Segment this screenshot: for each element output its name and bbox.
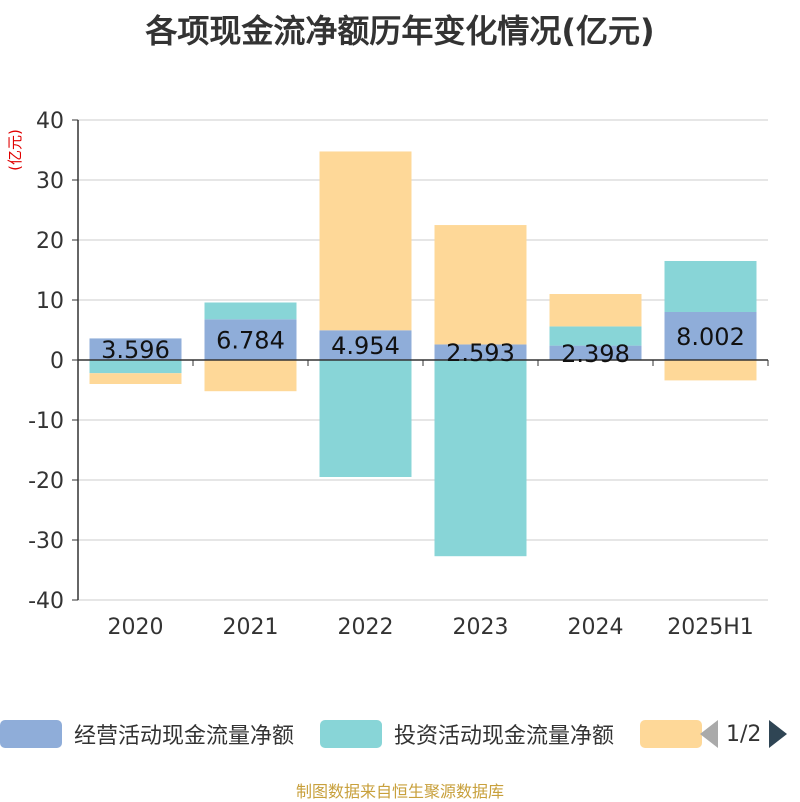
bar-financing-2022 [319, 151, 412, 331]
bar-operating-2024 [549, 345, 642, 360]
y-tick-label: -20 [28, 469, 64, 494]
x-tick-label: 2020 [108, 615, 164, 640]
bar-investing-2025H1 [664, 260, 757, 312]
data-label: 6.784 [216, 327, 285, 355]
bar-operating-2021 [204, 319, 297, 360]
legend-label-operating: 经营活动现金流量净额 [74, 724, 295, 749]
bar-financing-2020 [89, 373, 182, 384]
legend-swatch-investing [320, 720, 382, 748]
bar-investing-2020 [89, 360, 182, 374]
x-tick-label: 2024 [568, 615, 624, 640]
bar-operating-2022 [319, 330, 412, 360]
bar-financing-2025H1 [664, 360, 757, 381]
y-tick-label: -10 [28, 409, 64, 434]
data-label: 8.002 [676, 323, 745, 351]
chart-title: 各项现金流净额历年变化情况(亿元) [145, 12, 655, 50]
x-tick-label: 2023 [453, 615, 509, 640]
legend-pager: 1/2 [700, 716, 788, 752]
bar-financing-2021 [204, 360, 297, 392]
y-tick-label: -40 [28, 589, 64, 614]
data-label: 3.596 [101, 336, 170, 364]
bar-investing-2023 [434, 360, 527, 557]
pager-text: 1/2 [726, 721, 762, 747]
bar-investing-2024 [549, 326, 642, 346]
bar-chart: 40 30 20 10 0 -10 -20 -30 -40 3.596 6.784 4.954 2.59… [28, 109, 769, 640]
data-label: 2.593 [446, 339, 515, 367]
y-tick-label: 20 [36, 229, 64, 254]
pager-prev-icon[interactable] [700, 720, 718, 748]
data-label: 2.398 [561, 340, 630, 368]
legend-item-financing[interactable] [640, 716, 702, 752]
x-tick-label: 2021 [223, 615, 279, 640]
bar-financing-2024 [549, 294, 642, 327]
bar-financing-2023 [434, 225, 527, 345]
pager-next-icon[interactable] [769, 720, 788, 748]
y-tick-label: 30 [36, 169, 64, 194]
y-tick-label: 10 [36, 289, 64, 314]
x-tick-label: 2022 [338, 615, 394, 640]
legend-item-investing[interactable]: 投资活动现金流量净额 [320, 716, 614, 752]
legend-item-operating[interactable]: 经营活动现金流量净额 [0, 716, 294, 752]
bar-investing-2021 [204, 302, 297, 320]
bar-operating-2023 [434, 344, 527, 360]
y-tick-label: 0 [50, 349, 64, 374]
y-tick-label: 40 [36, 109, 64, 134]
bar-operating-2025H1 [664, 311, 757, 360]
source-note: 制图数据来自恒生聚源数据库 [295, 782, 504, 801]
bar-operating-2020 [89, 338, 182, 360]
legend-swatch-operating [0, 720, 62, 748]
legend-label-investing: 投资活动现金流量净额 [394, 724, 615, 749]
y-tick-label: -30 [28, 529, 64, 554]
legend: 经营活动现金流量净额 投资活动现金流量净额 [0, 716, 800, 756]
legend-swatch-financing [640, 720, 702, 748]
bar-investing-2022 [319, 360, 412, 477]
data-label: 4.954 [331, 332, 400, 360]
x-tick-label: 2025H1 [667, 615, 754, 640]
